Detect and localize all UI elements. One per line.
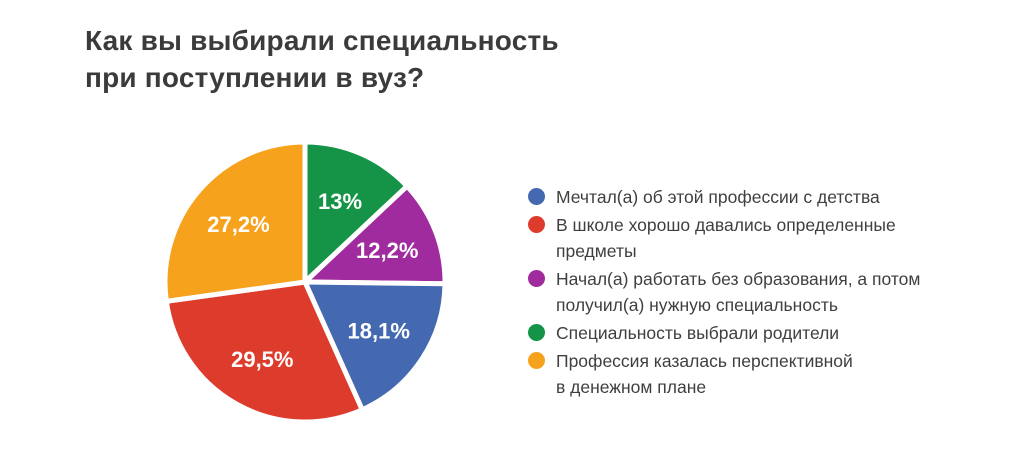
legend-color-dot-icon <box>528 352 545 369</box>
legend-label: Специальность выбрали родители <box>556 320 839 346</box>
legend-label-line: в денежном плане <box>556 377 707 397</box>
legend-color-dot-icon <box>528 188 545 205</box>
legend-label: В школе хорошо давались определенные пред… <box>556 212 896 264</box>
legend-item-4: Профессия казалась перспективной в денежн… <box>528 348 968 400</box>
chart-title-line-2: при поступлении в вуз? <box>85 62 425 93</box>
legend-label-line: В школе хорошо давались определенные <box>556 215 896 235</box>
pie-slice-1 <box>163 279 365 425</box>
legend-label: Мечтал(а) об этой профессии с детства <box>556 184 880 210</box>
chart-legend: Мечтал(а) об этой профессии с детства В ш… <box>528 184 968 400</box>
pie-slice-percent-label: 27,2% <box>207 212 269 237</box>
pie-slice-3 <box>302 139 410 285</box>
pie-slice-4 <box>162 139 308 304</box>
legend-color-dot-icon <box>528 324 545 341</box>
legend-color-dot-icon <box>528 270 545 287</box>
chart-title: Как вы выбирали специальность при поступ… <box>85 22 559 96</box>
legend-label: Профессия казалась перспективной в денежн… <box>556 348 853 400</box>
legend-item-1: В школе хорошо давались определенные пред… <box>528 212 968 264</box>
legend-item-0: Мечтал(а) об этой профессии с детства <box>528 184 968 210</box>
pie-slice-percent-label: 13% <box>318 189 362 214</box>
legend-label-line: Начал(а) работать без образования, а пот… <box>556 269 921 289</box>
pie-slice-percent-label: 12,2% <box>356 238 418 263</box>
legend-color-dot-icon <box>528 216 545 233</box>
pie-slice-0 <box>302 279 448 413</box>
chart-title-line-1: Как вы выбирали специальность <box>85 25 559 56</box>
pie-slice-percent-label: 18,1% <box>348 318 410 343</box>
legend-item-3: Специальность выбрали родители <box>528 320 968 346</box>
pie-chart: 13% 12,2% 18,1% 29,5% 27,2% <box>162 139 448 425</box>
pie-slice-2 <box>302 183 448 287</box>
legend-label-line: Мечтал(а) об этой профессии с детства <box>556 187 880 207</box>
legend-item-2: Начал(а) работать без образования, а пот… <box>528 266 968 318</box>
legend-label-line: предметы <box>556 241 637 261</box>
legend-label-line: Профессия казалась перспективной <box>556 351 853 371</box>
legend-label: Начал(а) работать без образования, а пот… <box>556 266 920 318</box>
legend-label-line: Специальность выбрали родители <box>556 323 840 343</box>
pie-slice-percent-label: 29,5% <box>231 347 293 372</box>
legend-label-line: получил(а) нужную специальность <box>556 295 838 315</box>
